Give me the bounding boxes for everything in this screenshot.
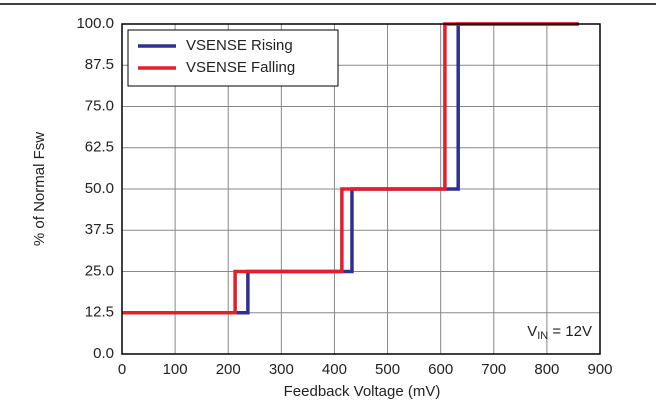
x-tick-label: 900 xyxy=(587,361,612,378)
y-tick-label: 37.5 xyxy=(85,221,114,238)
y-tick-label: 75.0 xyxy=(85,97,114,114)
x-tick-label: 800 xyxy=(534,361,559,378)
legend-box xyxy=(127,29,339,87)
y-tick-label: 25.0 xyxy=(85,262,114,279)
y-tick-label: 12.5 xyxy=(85,304,114,321)
legend-label: VSENSE Falling xyxy=(186,59,295,76)
annotation-rest: = 12V xyxy=(548,323,592,340)
legend-label: VSENSE Rising xyxy=(186,37,293,54)
annotation-main: V xyxy=(527,323,537,340)
plot-frame xyxy=(121,23,601,355)
y-tick-label: 62.5 xyxy=(85,139,114,156)
y-axis-label: % of Normal Fsw xyxy=(31,132,48,246)
x-tick-label: 500 xyxy=(375,361,400,378)
annotation-sub: IN xyxy=(537,330,548,342)
series-line xyxy=(122,22,579,315)
y-tick-label: 100.0 xyxy=(76,15,114,32)
series-line xyxy=(122,22,579,315)
x-tick-label: 400 xyxy=(322,361,347,378)
x-axis-label: Feedback Voltage (mV) xyxy=(284,383,441,400)
x-tick-label: 200 xyxy=(216,361,241,378)
x-tick-label: 300 xyxy=(269,361,294,378)
y-tick-label: 50.0 xyxy=(85,180,114,197)
x-tick-label: 0 xyxy=(118,361,126,378)
annotation: VIN = 12V xyxy=(527,323,592,342)
x-tick-label: 600 xyxy=(428,361,453,378)
x-tick-label: 100 xyxy=(163,361,188,378)
x-tick-label: 700 xyxy=(481,361,506,378)
y-tick-label: 87.5 xyxy=(85,56,114,73)
y-tick-label: 0.0 xyxy=(93,345,114,362)
